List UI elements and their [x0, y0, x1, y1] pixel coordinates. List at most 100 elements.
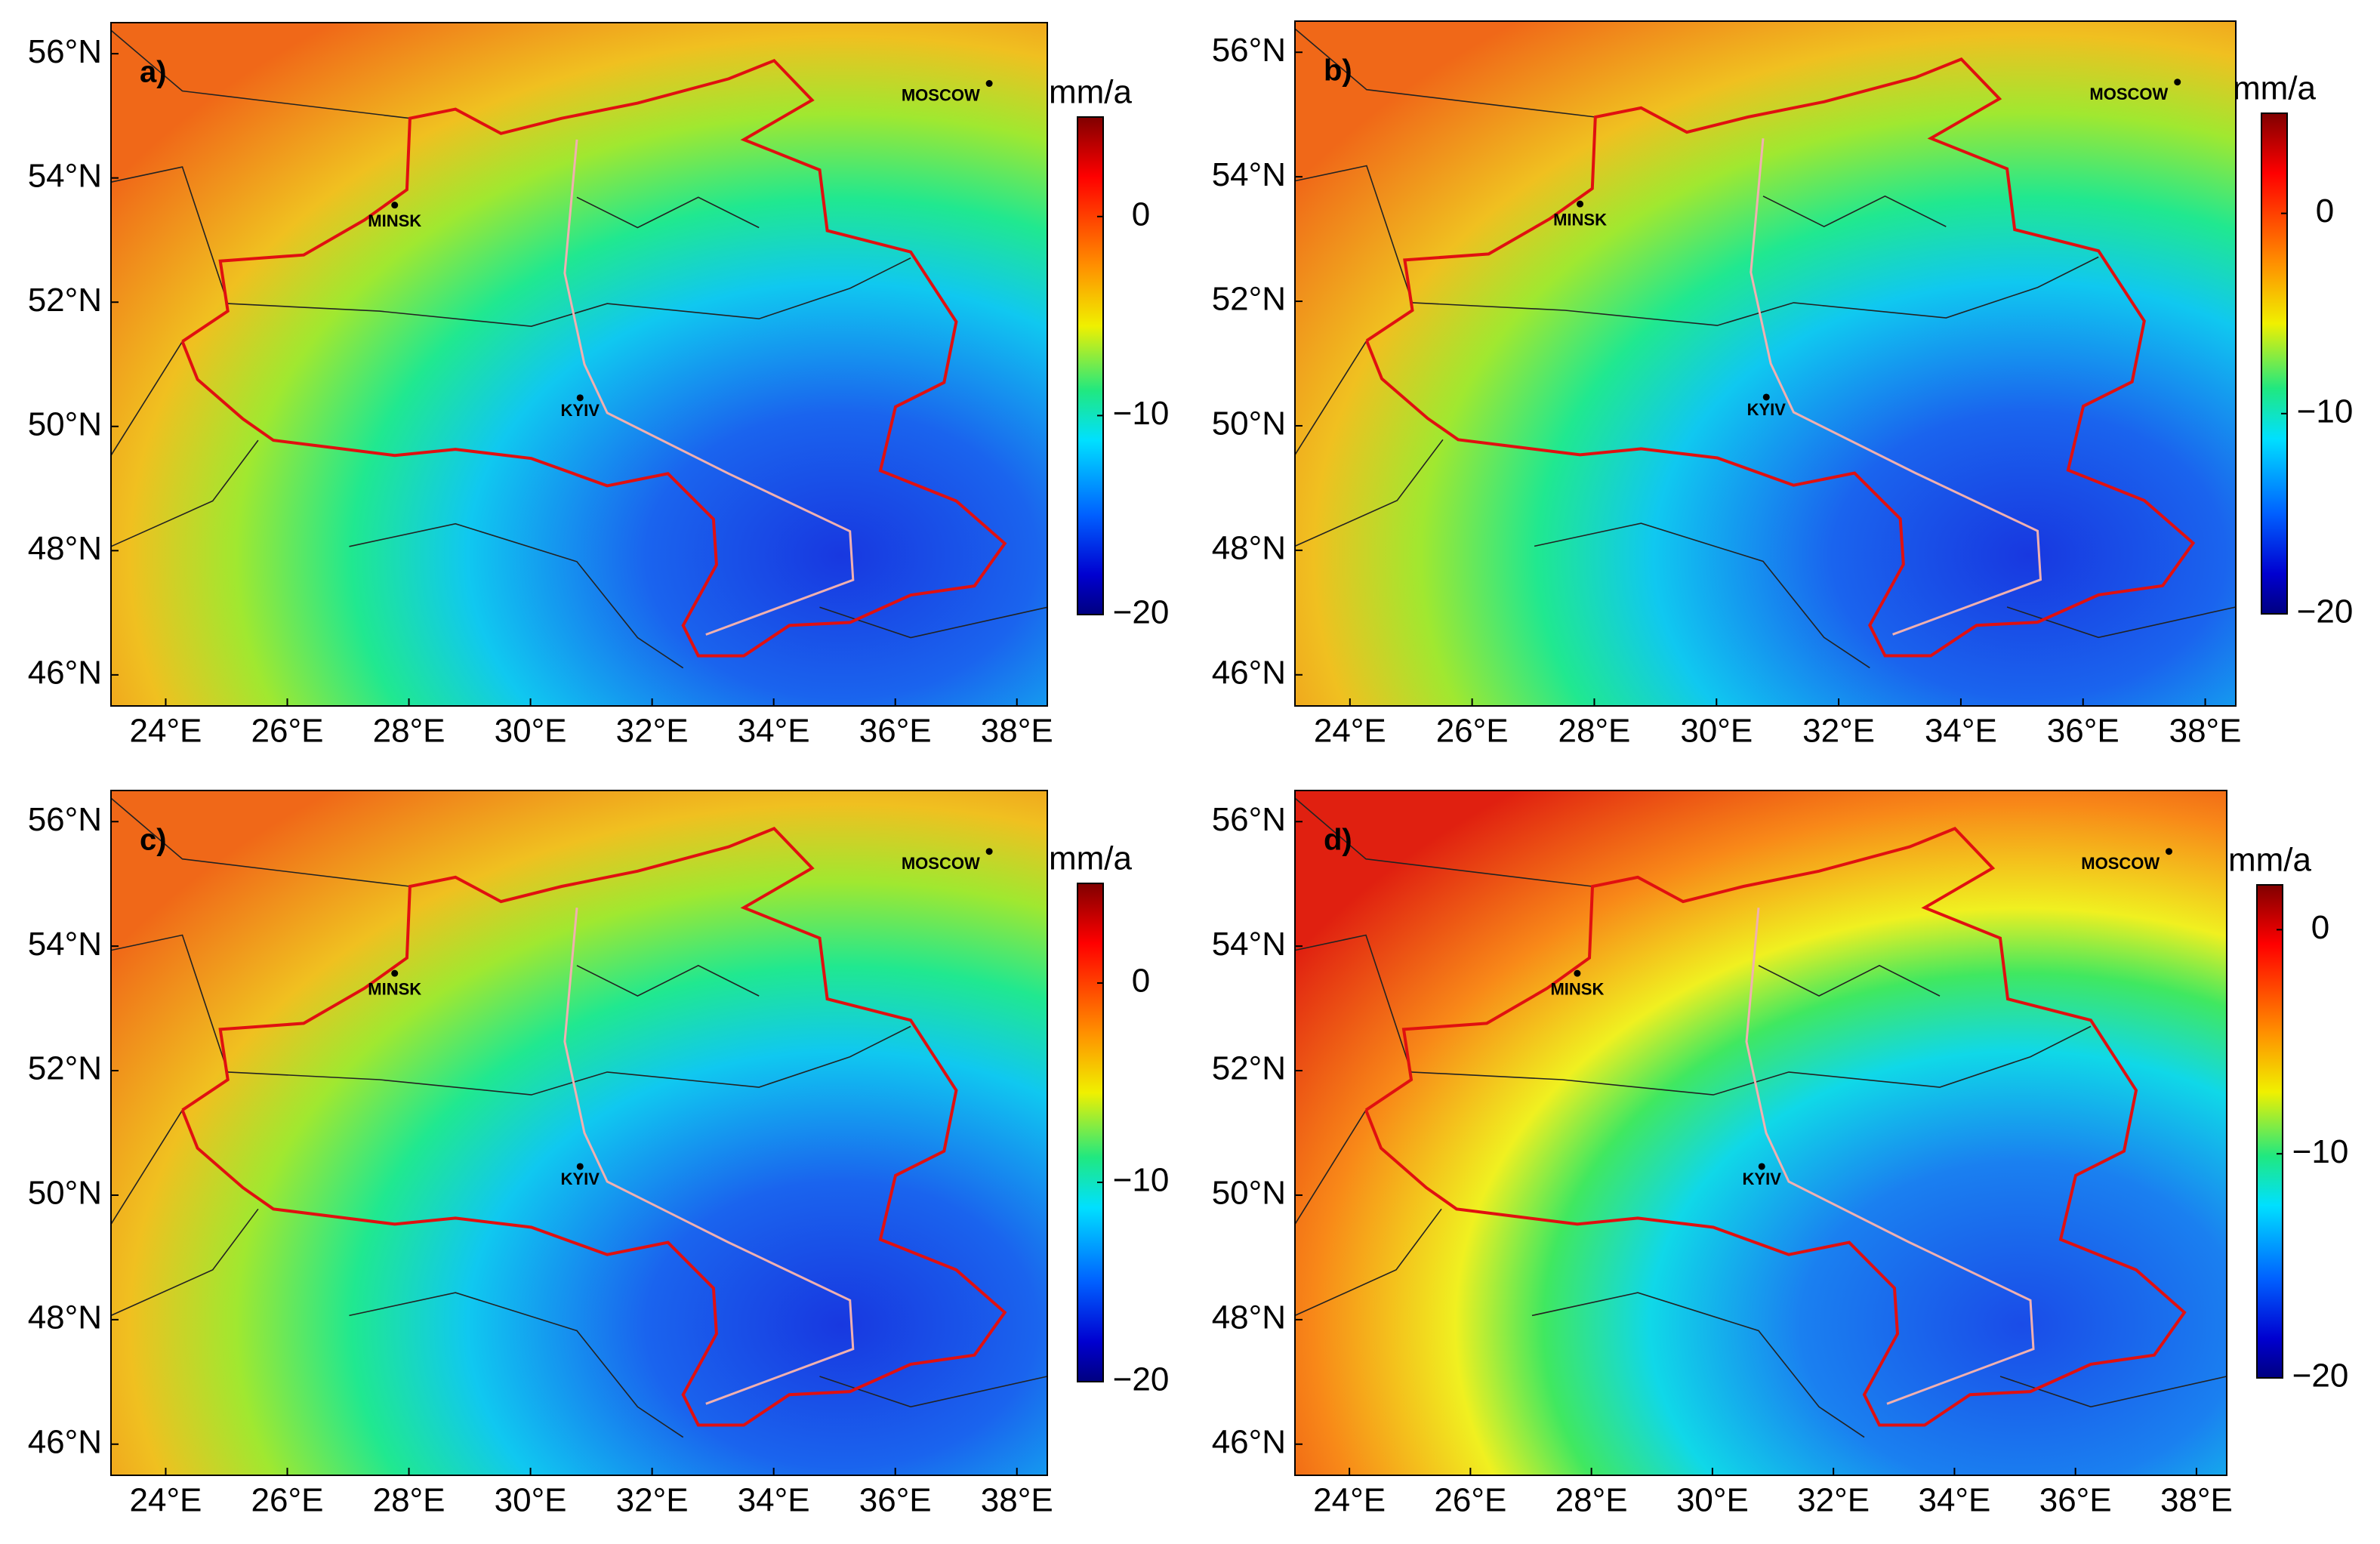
country-border: [576, 196, 760, 229]
x-tick-label: 36°E: [2039, 1482, 2112, 1519]
country-border: [1758, 964, 1941, 997]
x-tick-label: 38°E: [2169, 713, 2242, 750]
x-tick-label: 24°E: [130, 1482, 202, 1519]
city-label: MOSCOW: [902, 854, 980, 873]
x-tick-label: 24°E: [1313, 1482, 1386, 1519]
colorbar: [2261, 112, 2288, 615]
y-tick-label: 54°N: [1212, 156, 1286, 193]
map-field: [1295, 790, 2227, 1475]
country-border: [1294, 797, 1593, 887]
x-tick-label: 32°E: [1797, 1482, 1870, 1519]
country-border: [227, 257, 911, 328]
x-tick-label: 24°E: [1314, 713, 1386, 750]
x-tick-label: 38°E: [981, 1482, 1053, 1519]
study-area-outline: [180, 58, 1007, 658]
x-tick-label: 32°E: [1802, 713, 1875, 750]
country-border: [1294, 340, 1367, 455]
city-dot: [1758, 1163, 1765, 1170]
country-border: [349, 1292, 684, 1438]
y-tick-label: 54°N: [28, 157, 102, 194]
city-dot: [391, 969, 399, 977]
y-tick-label: 48°N: [1212, 1299, 1286, 1336]
y-tick-label: 52°N: [28, 282, 102, 319]
y-tick-label: 54°N: [28, 926, 102, 963]
city-dot: [576, 394, 584, 402]
colorbar: [1077, 883, 1104, 1382]
city-dot: [576, 1163, 584, 1170]
colorbar-tick-label: −20: [1113, 594, 1170, 631]
y-tick-label: 54°N: [1212, 926, 1286, 963]
x-tick-label: 30°E: [495, 1482, 567, 1519]
x-tick-label: 26°E: [251, 713, 324, 750]
y-tick-label: 56°N: [1212, 801, 1286, 838]
colorbar-unit: mm/a: [1049, 74, 1133, 111]
colorbar-tick-label: 0: [1132, 963, 1150, 1000]
country-border: [576, 964, 760, 997]
x-tick-label: 24°E: [130, 713, 202, 750]
city-dot: [985, 848, 993, 855]
panel-label: c): [140, 824, 167, 857]
x-tick-label: 36°E: [859, 713, 932, 750]
country-border: [1531, 1292, 1865, 1438]
x-tick-label: 28°E: [373, 1482, 445, 1519]
colorbar-tick-label: 0: [2316, 193, 2334, 230]
y-tick-label: 52°N: [1212, 281, 1286, 318]
country-border: [1294, 165, 1414, 304]
map-frame: [110, 22, 1048, 707]
x-tick-label: 36°E: [2047, 713, 2119, 750]
colorbar-tick-label: −10: [2292, 1133, 2349, 1170]
x-tick-label: 34°E: [1918, 1482, 1990, 1519]
y-tick-label: 46°N: [1212, 654, 1286, 691]
y-tick-label: 50°N: [28, 405, 102, 442]
city-label: KYIV: [561, 401, 600, 420]
x-tick-label: 30°E: [1676, 1482, 1749, 1519]
colorbar-tick-label: −20: [1113, 1361, 1170, 1398]
map-field: [1295, 21, 2236, 706]
colorbar-tick-label: 0: [1132, 196, 1150, 233]
colorbar-tick-label: −10: [1113, 395, 1170, 432]
colorbar-tick-label: −20: [2297, 593, 2354, 630]
y-tick-label: 52°N: [28, 1050, 102, 1087]
y-tick-label: 50°N: [28, 1175, 102, 1212]
map-frame: [110, 790, 1048, 1476]
country-border: [1410, 1025, 2092, 1096]
city-label: MOSCOW: [2081, 854, 2160, 873]
study-area-outline: [180, 827, 1007, 1427]
colorbar-unit: mm/a: [1049, 840, 1133, 877]
city-dot: [1577, 200, 1584, 208]
country-border: [110, 29, 410, 119]
x-tick-label: 36°E: [859, 1482, 932, 1519]
city-dot: [985, 80, 993, 88]
study-area-outline: [1365, 57, 2196, 658]
city-label: MINSK: [1550, 980, 1604, 999]
country-border: [1294, 28, 1595, 118]
map-panel: c) 24°E 26°E 28°E 30°E 32°E 34°E 36°E 38°E 46°N 48…: [28, 790, 1170, 1519]
country-border: [227, 1025, 911, 1096]
x-tick-label: 34°E: [738, 713, 810, 750]
panel-label: a): [140, 56, 167, 89]
map-panel: d) 24°E 26°E 28°E 30°E 32°E 34°E 36°E 38°E 46°N 48…: [1212, 790, 2349, 1519]
country-border: [110, 1109, 183, 1225]
country-border: [1999, 1376, 2227, 1408]
city-label: MOSCOW: [2089, 85, 2168, 103]
x-tick-label: 30°E: [495, 713, 567, 750]
country-border: [1762, 195, 1947, 227]
x-tick-label: 34°E: [1925, 713, 1997, 750]
country-border: [110, 341, 183, 456]
country-border: [2006, 606, 2237, 639]
city-dot: [2174, 79, 2181, 86]
y-tick-label: 46°N: [28, 654, 102, 691]
colorbar: [2256, 884, 2283, 1379]
colorbar-tick-label: −20: [2292, 1358, 2349, 1395]
country-border: [110, 934, 229, 1073]
y-tick-label: 56°N: [28, 801, 102, 838]
x-tick-label: 38°E: [2160, 1482, 2233, 1519]
x-tick-label: 26°E: [1436, 713, 1509, 750]
y-tick-label: 46°N: [1212, 1423, 1286, 1460]
colorbar: [1077, 116, 1104, 615]
city-dot: [1762, 393, 1770, 401]
y-tick-label: 48°N: [28, 530, 102, 567]
y-tick-label: 46°N: [28, 1423, 102, 1460]
country-border: [1294, 934, 1412, 1073]
